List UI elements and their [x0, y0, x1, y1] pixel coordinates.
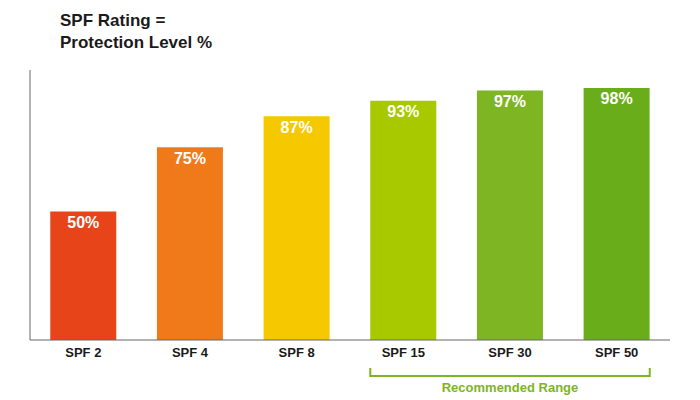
svg-text:93%: 93% [387, 103, 419, 120]
svg-text:SPF 50: SPF 50 [595, 345, 638, 360]
svg-text:75%: 75% [174, 150, 206, 167]
svg-text:98%: 98% [601, 90, 633, 107]
svg-text:87%: 87% [281, 119, 313, 136]
svg-text:SPF 8: SPF 8 [279, 345, 315, 360]
svg-text:Recommended Range: Recommended Range [442, 380, 579, 395]
svg-text:SPF 15: SPF 15 [382, 345, 425, 360]
svg-text:50%: 50% [67, 214, 99, 231]
html-text:SPF Rating =: SPF Rating = [60, 11, 166, 30]
svg-text:SPF 4: SPF 4 [172, 345, 209, 360]
svg-text:SPF 2: SPF 2 [65, 345, 101, 360]
svg-text:97%: 97% [494, 93, 526, 110]
html-text:Protection Level %: Protection Level % [60, 33, 213, 52]
svg-text:SPF 30: SPF 30 [488, 345, 531, 360]
